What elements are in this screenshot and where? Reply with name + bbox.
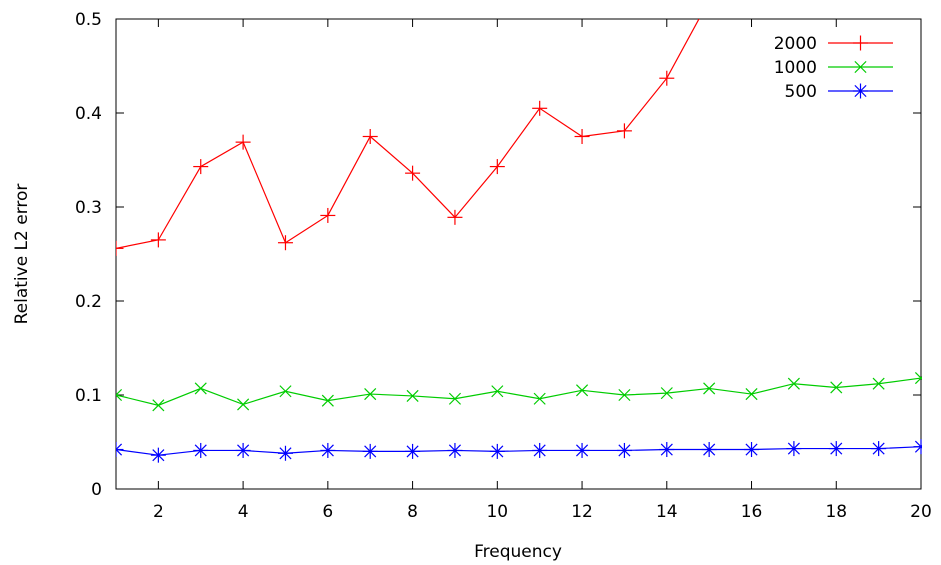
x-tick-label: 6 <box>322 502 333 522</box>
data-point-1000 <box>533 392 546 405</box>
y-axis-title: Relative L2 error <box>12 184 32 325</box>
data-point-2000 <box>616 123 632 139</box>
data-point-500 <box>116 442 124 458</box>
data-point-500 <box>489 443 505 459</box>
data-point-500 <box>447 442 463 458</box>
data-point-2000 <box>150 232 166 248</box>
x-tick-label: 20 <box>910 502 932 522</box>
data-point-1000 <box>787 377 800 390</box>
x-tick-label: 10 <box>486 502 508 522</box>
y-tick-label: 0.5 <box>75 10 102 30</box>
legend: 2000 1000 500 <box>774 34 893 102</box>
y-tick-label: 0.2 <box>75 292 102 312</box>
data-point-2000 <box>489 159 505 175</box>
x-tick-label: 14 <box>656 502 678 522</box>
data-point-500 <box>362 443 378 459</box>
data-point-1000 <box>279 385 292 398</box>
x-axis-title: Frequency <box>474 542 562 562</box>
data-point-2000 <box>235 134 251 150</box>
data-point-500 <box>659 442 675 458</box>
data-point-1000 <box>618 388 631 402</box>
data-point-500 <box>701 442 717 458</box>
x-tick-label: 12 <box>571 502 593 522</box>
x-tick-label: 8 <box>407 502 418 522</box>
legend-label-2000: 2000 <box>774 34 817 54</box>
legend-marker-500 <box>853 83 868 99</box>
legend-marker-1000 <box>854 60 867 74</box>
data-point-1000 <box>194 382 207 395</box>
data-point-1000 <box>703 382 716 395</box>
data-point-1000 <box>872 377 885 390</box>
legend-marker-2000 <box>853 35 868 51</box>
data-point-1000 <box>448 392 461 405</box>
data-point-1000 <box>576 384 589 397</box>
data-point-1000 <box>745 388 758 401</box>
data-point-1000 <box>321 394 334 407</box>
data-point-500 <box>150 447 166 463</box>
axes: 2 4 6 8 10 12 14 16 18 20 0 0.1 0.2 0.3 0.4 0.5 <box>75 10 932 522</box>
series-line-1000 <box>116 377 922 406</box>
data-point-500 <box>871 441 887 457</box>
data-point-500 <box>532 442 548 458</box>
data-point-2000 <box>447 209 463 225</box>
series-line-2000 <box>116 19 700 249</box>
data-point-2000 <box>277 235 293 251</box>
x-tick-label: 18 <box>825 502 847 522</box>
data-point-2000 <box>702 0 717 8</box>
data-point-2000 <box>116 240 124 256</box>
data-point-500 <box>405 443 421 459</box>
data-point-500 <box>235 442 251 458</box>
data-point-500 <box>786 441 802 457</box>
series-layer <box>116 0 922 463</box>
data-point-500 <box>574 442 590 458</box>
x-tick-label: 2 <box>153 502 164 522</box>
y-tick-label: 0.1 <box>75 386 102 406</box>
data-point-1000 <box>406 389 419 402</box>
data-point-1000 <box>491 385 504 398</box>
data-point-2000 <box>405 165 421 181</box>
data-point-2000 <box>362 129 378 144</box>
data-point-500 <box>193 442 209 458</box>
data-point-500 <box>320 442 336 458</box>
data-point-1000 <box>237 398 250 411</box>
data-point-1000 <box>660 387 673 400</box>
data-point-500 <box>277 445 293 461</box>
x-tick-label: 4 <box>238 502 249 522</box>
legend-label-500: 500 <box>785 82 817 102</box>
data-point-1000 <box>914 372 922 385</box>
y-tick-label: 0.4 <box>75 104 102 124</box>
data-point-500 <box>913 439 922 455</box>
legend-label-1000: 1000 <box>774 58 817 78</box>
data-point-2000 <box>574 129 590 144</box>
data-point-1000 <box>830 381 843 394</box>
y-tick-label: 0 <box>91 480 102 500</box>
x-tick-label: 16 <box>741 502 763 522</box>
data-point-500 <box>616 442 632 458</box>
data-point-1000 <box>116 388 123 402</box>
data-point-1000 <box>364 388 377 401</box>
data-point-1000 <box>152 399 165 412</box>
data-point-2000 <box>320 207 336 223</box>
data-point-2000 <box>193 159 209 175</box>
data-point-2000 <box>659 70 675 86</box>
data-point-500 <box>744 442 760 458</box>
y-tick-label: 0.3 <box>75 198 102 218</box>
data-point-500 <box>828 441 844 457</box>
data-point-2000 <box>532 100 548 116</box>
